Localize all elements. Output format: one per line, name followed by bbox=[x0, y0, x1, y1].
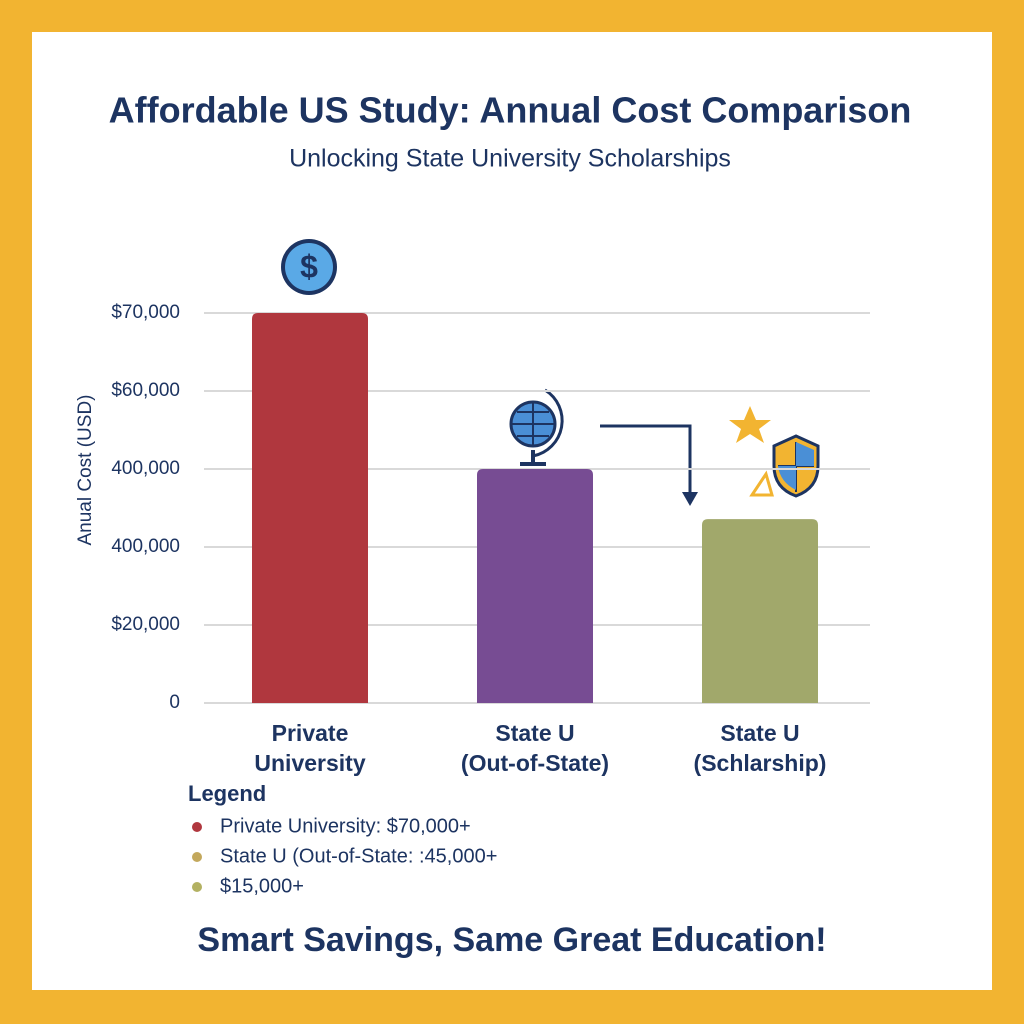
x-tick-label: State U (Schlarship) bbox=[694, 720, 827, 776]
legend-label: State U (Out-of-State: :45,000+ bbox=[220, 845, 497, 867]
y-tick-label: $70,000 bbox=[111, 302, 180, 323]
bar bbox=[252, 313, 368, 703]
legend-title: Legend bbox=[188, 781, 266, 806]
y-tick-label: 0 bbox=[169, 692, 180, 713]
legend-label: $15,000+ bbox=[220, 875, 304, 897]
arrow-head bbox=[682, 492, 698, 506]
shield-icon bbox=[729, 406, 820, 498]
x-tick-line: Private bbox=[272, 720, 349, 746]
x-tick-label: State U (Out-of-State) bbox=[461, 720, 609, 776]
globe-icon bbox=[509, 388, 564, 466]
bar bbox=[477, 469, 593, 703]
chart-title: Affordable US Study: Annual Cost Compari… bbox=[109, 90, 912, 131]
y-tick-label: 400,000 bbox=[111, 536, 180, 557]
y-tick-label: 400,000 bbox=[111, 458, 180, 479]
svg-text:$: $ bbox=[300, 248, 318, 284]
footer: Smart Savings, Same Great Education! bbox=[197, 921, 826, 959]
y-axis-label: Anual Cost (USD) bbox=[75, 395, 96, 546]
legend-dot bbox=[192, 822, 202, 832]
legend-dot bbox=[192, 882, 202, 892]
x-tick-line: (Schlarship) bbox=[694, 750, 827, 776]
x-tick-line: State U bbox=[720, 720, 799, 746]
x-tick-line: (Out-of-State) bbox=[461, 750, 609, 776]
legend-dot bbox=[192, 852, 202, 862]
legend-label: Private University: $70,000+ bbox=[220, 815, 471, 837]
arrow bbox=[600, 424, 692, 500]
x-tick-line: State U bbox=[495, 720, 574, 746]
x-tick-label: Private University bbox=[254, 720, 365, 776]
y-tick-label: $60,000 bbox=[111, 380, 180, 401]
bar bbox=[702, 519, 818, 703]
y-tick-label: $20,000 bbox=[111, 614, 180, 635]
dollar-icon: $ bbox=[281, 239, 337, 295]
x-tick-line: University bbox=[254, 750, 365, 776]
chart-subtitle: Unlocking State University Scholarships bbox=[289, 145, 731, 173]
